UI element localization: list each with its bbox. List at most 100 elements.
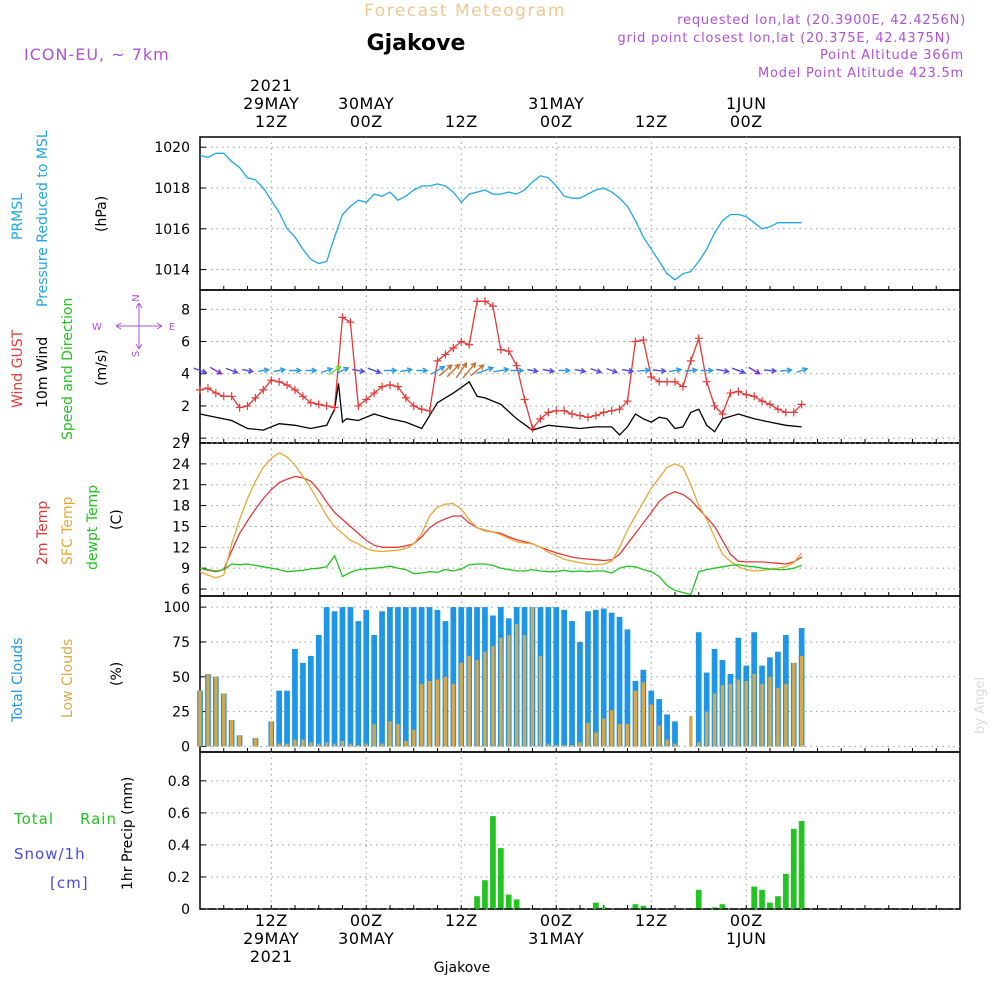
wind-direction-arrow — [209, 366, 223, 375]
bar-total-clouds — [608, 612, 615, 747]
bar-low-clouds — [697, 742, 701, 747]
bar-low-clouds — [522, 635, 527, 747]
bar-total-clouds — [616, 616, 623, 747]
top-time-label: 00Z — [350, 112, 383, 131]
bar-low-clouds — [293, 739, 297, 747]
bar-total-rain — [593, 902, 599, 909]
gust-point — [235, 403, 244, 412]
temp-label-sfc: SFC Temp — [60, 496, 76, 565]
bar-total-clouds — [656, 699, 662, 747]
gust-point — [750, 392, 759, 401]
temperature-ytick-label: 15 — [172, 519, 190, 535]
gust-point — [671, 377, 679, 386]
gust-point — [702, 377, 711, 386]
gust-point — [196, 385, 204, 394]
series-line-sfc-temp — [199, 451, 803, 579]
wind-direction-arrow — [289, 367, 303, 374]
gust-point — [789, 408, 798, 417]
wind-direction-arrow — [731, 367, 747, 375]
gust-point — [457, 337, 466, 346]
bar-low-clouds — [253, 738, 258, 747]
wind-label-unit: (m/s) — [94, 349, 110, 386]
bar-total-rain — [783, 873, 789, 909]
bar-low-clouds — [554, 745, 558, 747]
gust-point — [362, 395, 371, 404]
wind-ytick-label: 8 — [181, 302, 190, 318]
bar-total-clouds — [284, 690, 290, 747]
model-point-altitude: Model Point Altitude 423.5m — [758, 66, 964, 81]
bar-low-clouds — [340, 740, 345, 747]
clouds-ytick-label: 75 — [172, 635, 190, 651]
bar-total-clouds — [308, 655, 314, 747]
bar-low-clouds — [206, 674, 210, 747]
bottom-time-label: 12Z — [255, 911, 288, 930]
bar-total-clouds — [363, 609, 370, 747]
gust-point — [607, 406, 616, 415]
bar-low-clouds — [617, 724, 622, 747]
precipitation-frame — [199, 751, 961, 910]
bar-low-clouds — [728, 683, 733, 747]
temperature-ytick-label: 18 — [172, 499, 190, 515]
requested-coordinates: requested lon,lat (20.3900E, 42.4256N) — [677, 13, 966, 28]
bar-low-clouds — [800, 655, 804, 747]
bar-low-clouds — [475, 660, 479, 747]
pressure-frame — [199, 136, 961, 291]
bar-low-clouds — [317, 743, 321, 747]
series-line-2m-temp — [199, 475, 803, 573]
wind-ytick-label: 0 — [181, 431, 190, 447]
bar-total-rain — [719, 904, 726, 909]
gust-point — [591, 411, 600, 420]
gust-point — [354, 401, 363, 410]
temperature-ytick-label: 6 — [181, 582, 190, 598]
credit: by Angel — [973, 677, 988, 734]
wind-direction-arrow — [383, 367, 398, 374]
wind-direction-arrow — [527, 367, 540, 374]
series-line-prmsl — [199, 152, 802, 281]
bar-low-clouds — [372, 724, 376, 747]
gust-point — [512, 361, 521, 370]
bar-total-clouds — [703, 672, 710, 747]
gust-point — [441, 350, 450, 359]
gust-point — [742, 390, 751, 399]
precipitation-ytick-label: 0.2 — [168, 870, 190, 886]
gust-point — [797, 400, 806, 409]
bar-total-clouds — [403, 607, 409, 747]
wind-direction-arrow — [470, 364, 485, 377]
precip-label-snow-unit: [cm] — [50, 874, 89, 892]
bar-total-clouds — [276, 690, 282, 747]
series-line-wind-gust — [199, 300, 803, 430]
bar-low-clouds — [427, 681, 432, 747]
bar-low-clouds — [348, 743, 353, 747]
wind-direction-arrow — [542, 367, 556, 374]
bar-total-clouds — [545, 607, 552, 747]
bar-low-clouds — [538, 655, 543, 747]
bar-low-clouds — [269, 721, 273, 747]
gust-point — [599, 408, 608, 417]
bar-low-clouds — [467, 655, 471, 747]
bar-total-rain — [632, 904, 639, 909]
bar-total-rain — [775, 896, 781, 909]
bar-total-clouds — [577, 642, 583, 747]
bar-low-clouds — [736, 679, 740, 747]
gust-point — [409, 401, 418, 410]
precipitation-ytick-label: 0 — [181, 902, 190, 918]
clouds-ytick-label: 0 — [181, 739, 190, 755]
bar-low-clouds — [602, 718, 606, 747]
temp-label-dewpt: dewpt Temp — [85, 485, 101, 570]
bar-low-clouds — [760, 683, 764, 747]
gust-point — [473, 297, 482, 306]
wind-direction-arrow — [352, 367, 366, 374]
top-time-label: 1JUN — [726, 94, 767, 113]
gust-point — [481, 297, 489, 306]
bar-low-clouds — [657, 725, 661, 747]
bar-low-clouds — [665, 739, 669, 747]
bar-total-rain — [474, 896, 480, 909]
compass-west: W — [92, 322, 102, 333]
wind-direction-arrow — [748, 366, 761, 375]
temperature-ytick-label: 27 — [172, 436, 190, 452]
bar-low-clouds — [689, 715, 693, 747]
bar-total-rain — [751, 886, 757, 909]
wind-ytick-label: 6 — [181, 335, 190, 351]
bar-total-rain — [790, 828, 797, 909]
